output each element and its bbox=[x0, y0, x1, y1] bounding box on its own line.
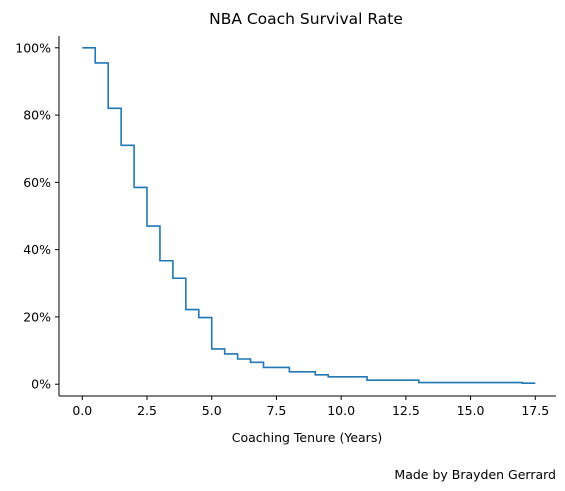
x-tick-label: 12.5 bbox=[392, 403, 420, 418]
y-tick-label: 40% bbox=[23, 242, 51, 257]
y-axis: 0% 20% 40% 60% 80% 100% bbox=[15, 40, 59, 392]
x-axis: 0.0 2.5 5.0 7.5 10.0 12.5 15.0 17.5 bbox=[72, 396, 549, 418]
y-tick-label: 80% bbox=[23, 108, 51, 123]
y-tick-label: 60% bbox=[23, 175, 51, 190]
x-tick-label: 2.5 bbox=[137, 403, 157, 418]
chart-title: NBA Coach Survival Rate bbox=[209, 10, 403, 28]
x-tick-label: 17.5 bbox=[521, 403, 549, 418]
y-tick-label: 20% bbox=[23, 309, 51, 324]
y-tick-label: 100% bbox=[15, 40, 51, 55]
x-axis-label: Coaching Tenure (Years) bbox=[232, 430, 382, 445]
x-tick-label: 0.0 bbox=[72, 403, 92, 418]
survival-step-line bbox=[82, 46, 536, 385]
credit-text: Made by Brayden Gerrard bbox=[394, 467, 556, 482]
x-tick-label: 15.0 bbox=[457, 403, 485, 418]
y-tick-label: 0% bbox=[31, 377, 51, 392]
x-tick-label: 5.0 bbox=[202, 403, 222, 418]
x-tick-label: 10.0 bbox=[327, 403, 355, 418]
x-tick-label: 7.5 bbox=[266, 403, 286, 418]
